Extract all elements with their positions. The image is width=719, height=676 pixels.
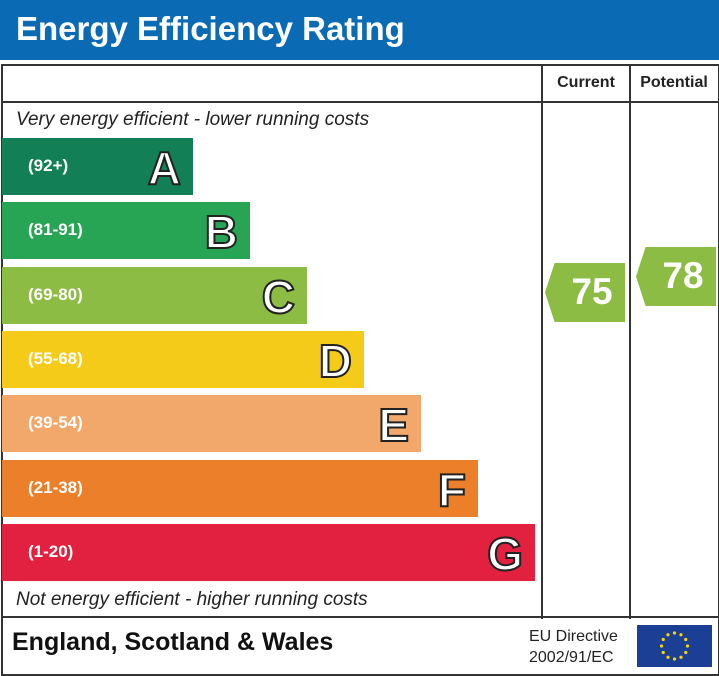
column-header-current: Current [557,74,615,91]
band-letter: E [377,398,410,452]
eu-star [661,650,665,655]
column-divider [629,64,631,619]
band-range: (92+) [28,156,69,175]
eu-star [672,657,677,661]
band-bar-a: (92+) A [2,138,193,195]
eu-star [672,631,677,635]
band-letter: B [204,205,239,259]
band-bar-c: (69-80) C [2,266,307,324]
potential-rating-arrow: 78 [636,247,716,306]
directive-line2: 2002/91/EC [529,649,614,666]
band-range: (69-80) [28,284,83,304]
band-bar-b: (81-91) B [2,202,250,260]
current-rating-arrow: 75 [545,263,625,322]
chart-title: Energy Efficiency Rating [16,10,405,47]
band-range: (39-54) [28,413,83,433]
eu-flag-icon [637,625,712,667]
band-range: (55-68) [28,348,83,368]
band-range: (81-91) [28,220,83,240]
footer-divider [1,616,718,618]
band-letter: G [486,527,524,581]
header-banner: Energy Efficiency Rating [0,0,719,60]
current-rating-value: 75 [571,271,613,312]
header-divider [1,101,718,103]
eu-star [685,644,690,648]
band-bar-g: (1-20) G [2,523,535,581]
eu-star [679,633,683,637]
eu-star [679,655,683,659]
eu-star [666,633,670,637]
eu-star [661,637,665,642]
eu-directive: EU Directive 2002/91/EC [529,626,618,668]
band-bar-d: (55-68) D [2,330,364,388]
band-letter: F [437,463,467,517]
column-divider [541,64,543,619]
eu-star [684,650,688,655]
eu-star [659,644,664,648]
bottom-note: Not energy efficient - higher running co… [16,589,368,610]
band-letter: A [147,141,182,195]
band-bar-e: (39-54) E [2,395,421,453]
band-bar-f: (21-38) F [2,459,478,517]
eu-star [684,637,688,642]
band-letter: D [318,334,353,388]
potential-rating-value: 78 [662,255,704,296]
eu-star [666,655,670,659]
directive-line1: EU Directive [529,628,618,645]
top-note: Very energy efficient - lower running co… [16,109,370,130]
region-label: England, Scotland & Wales [12,628,334,656]
column-header-potential: Potential [640,74,708,91]
band-range: (1-20) [28,541,74,561]
band-range: (21-38) [28,477,83,497]
band-letter: C [261,270,296,324]
